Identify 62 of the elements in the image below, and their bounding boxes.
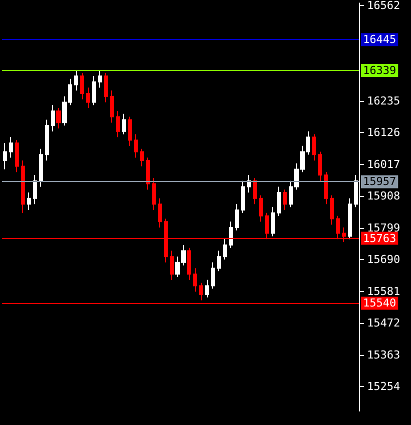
candlestick xyxy=(199,282,203,301)
ref-line-label: 16339 xyxy=(363,64,396,77)
y-tick-label: 15254 xyxy=(367,380,400,394)
y-tick-label: 16017 xyxy=(367,158,400,171)
candlestick xyxy=(122,113,126,135)
candlestick xyxy=(15,140,19,173)
candlestick xyxy=(259,194,263,222)
ref-line-label: 16445 xyxy=(363,33,396,46)
candlestick xyxy=(223,238,227,260)
y-tick-label: 16562 xyxy=(367,0,400,12)
candlestick xyxy=(9,136,13,158)
candlestick xyxy=(312,134,316,161)
candlestick xyxy=(98,70,102,88)
y-tick-label: 16126 xyxy=(367,126,400,140)
candlestick xyxy=(39,148,43,188)
candlestick xyxy=(51,104,55,132)
candlestick xyxy=(348,198,352,240)
candlestick xyxy=(128,116,132,146)
candlestick xyxy=(86,87,90,109)
y-tick-label: 15908 xyxy=(367,190,400,203)
candlestick xyxy=(187,247,191,280)
candlestick xyxy=(271,206,275,237)
ref-line-label: 15763 xyxy=(363,232,396,245)
ref-line-label: 15540 xyxy=(363,296,396,310)
candlestick xyxy=(3,142,7,170)
candlestick xyxy=(146,157,150,190)
candlestick xyxy=(217,250,221,272)
candlestick xyxy=(241,180,245,214)
ref-line-label: 15957 xyxy=(363,175,396,188)
candlestick xyxy=(193,268,197,292)
y-tick-label: 15799 xyxy=(367,221,400,234)
candlestick xyxy=(116,110,120,138)
candlestick xyxy=(21,160,25,214)
y-tick-label: 15690 xyxy=(367,253,400,266)
candlestick xyxy=(27,192,31,210)
candlestick xyxy=(229,221,233,248)
candlestick xyxy=(211,262,215,290)
candlestick xyxy=(283,189,287,210)
candlestick xyxy=(140,148,144,167)
candlestick xyxy=(152,177,156,210)
candlestick xyxy=(104,72,108,103)
y-tick-label: 16235 xyxy=(367,94,400,108)
candlestick xyxy=(235,204,239,231)
candlestick xyxy=(170,250,174,280)
candlestick xyxy=(45,119,49,161)
y-tick-label: 15581 xyxy=(367,284,400,298)
candlestick xyxy=(324,172,328,205)
candlestick xyxy=(253,177,257,205)
candlestick xyxy=(134,134,138,158)
candlestick xyxy=(92,75,96,106)
candlestick xyxy=(56,108,61,129)
y-tick-label: 15363 xyxy=(367,348,400,362)
candlestick xyxy=(205,279,209,298)
candlestick xyxy=(318,151,322,182)
y-tick-label: 15472 xyxy=(367,316,400,330)
candlestick xyxy=(33,174,37,205)
candlestick xyxy=(80,72,84,100)
candlestick xyxy=(277,186,281,216)
candlestick xyxy=(158,198,162,228)
candlestick xyxy=(330,194,334,226)
candlestick xyxy=(74,70,78,92)
candlestick xyxy=(110,90,114,124)
